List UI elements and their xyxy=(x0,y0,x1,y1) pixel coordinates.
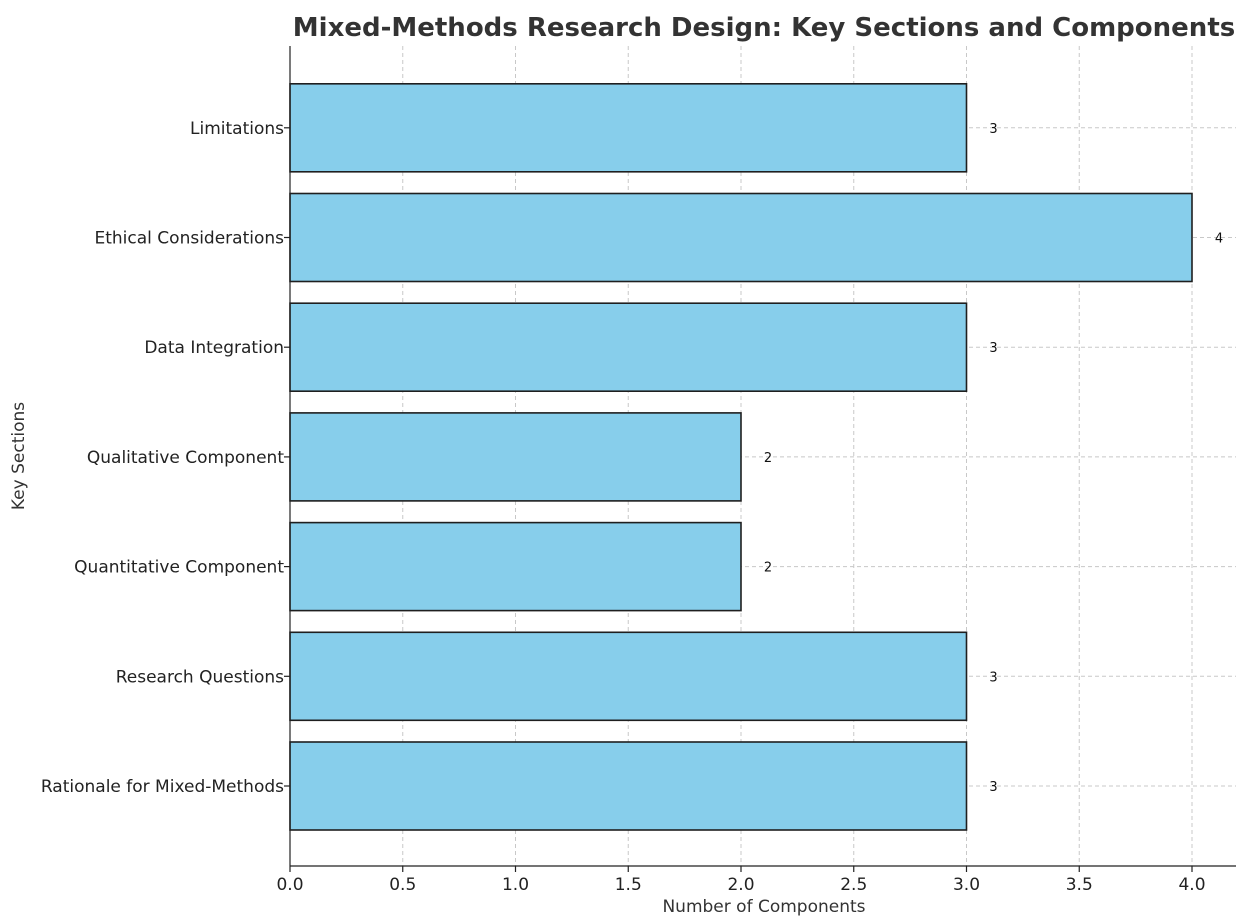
data-label: 3 xyxy=(989,670,997,685)
y-tick-label: Data Integration xyxy=(144,338,284,358)
x-tick-label: 3.0 xyxy=(953,875,980,895)
data-label: 2 xyxy=(764,451,772,466)
x-axis-label: Number of Components xyxy=(662,897,865,917)
x-tick-label: 4.0 xyxy=(1178,875,1205,895)
y-tick-label: Quantitative Component xyxy=(74,558,284,578)
data-labels: 3 3 2 2 3 4 3 xyxy=(764,122,1223,795)
bar xyxy=(289,521,742,612)
y-tick-label: Limitations xyxy=(190,119,284,139)
bar xyxy=(289,83,968,173)
y-tick-label: Research Questions xyxy=(116,667,284,687)
x-tick-label: 2.5 xyxy=(840,875,867,895)
data-label: 2 xyxy=(764,561,772,576)
x-tick-label: 0.0 xyxy=(276,875,303,895)
data-label: 3 xyxy=(989,122,997,137)
x-tick-label: 2.0 xyxy=(727,875,754,895)
y-tick-label: Qualitative Component xyxy=(87,448,284,468)
data-label: 3 xyxy=(989,780,997,795)
y-tick-label: Rationale for Mixed-Methods xyxy=(41,777,284,797)
bar xyxy=(289,192,1193,283)
x-tick-label: 3.5 xyxy=(1066,875,1093,895)
bar xyxy=(289,631,968,722)
x-tick-label: 1.0 xyxy=(502,875,529,895)
data-label: 3 xyxy=(989,341,997,356)
bar xyxy=(289,741,968,831)
data-label: 4 xyxy=(1215,232,1223,247)
y-axis-label: Key Sections xyxy=(9,402,29,510)
x-tick-label: 0.5 xyxy=(389,875,416,895)
y-tick-label: Ethical Considerations xyxy=(95,229,285,249)
bars xyxy=(289,83,1193,831)
axes: 0.0 0.5 1.0 1.5 2.0 2.5 3.0 3.5 4.0 Rationale for… xyxy=(41,46,1236,895)
chart-title: Mixed-Methods Research Design: Key Secti… xyxy=(293,13,1235,43)
x-tick-label: 1.5 xyxy=(615,875,642,895)
bar xyxy=(289,302,968,393)
bar xyxy=(289,412,742,502)
